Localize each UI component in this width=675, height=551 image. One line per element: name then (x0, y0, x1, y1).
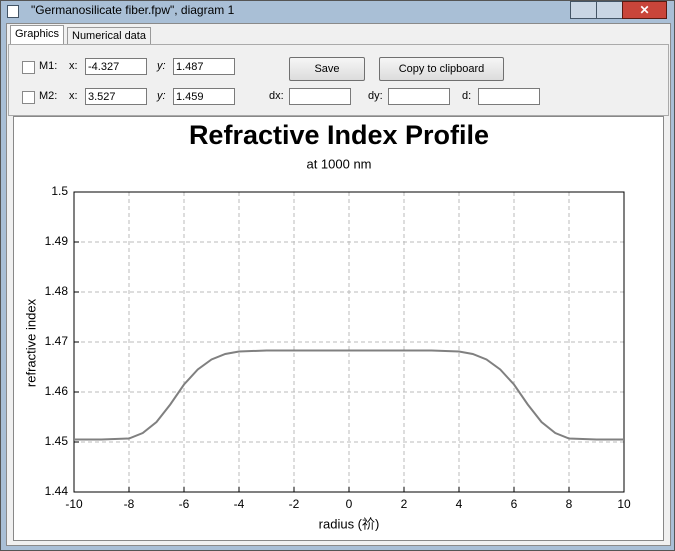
chart: Refractive Index Profile at 1000 nm radi… (13, 116, 664, 541)
data-line (74, 349, 624, 441)
client-area: Graphics Numerical data M1: x: -4.327 y:… (6, 23, 671, 546)
d-input[interactable] (478, 88, 540, 105)
chart-title: Refractive Index Profile (189, 120, 489, 150)
y-axis-label: refractive index (23, 298, 38, 387)
close-button[interactable]: ✕ (622, 1, 667, 19)
x-input[interactable]: 3.527 (85, 88, 147, 105)
dx-input[interactable] (289, 88, 351, 105)
x-tick-label: 10 (617, 497, 631, 511)
x-tick-label: 0 (346, 497, 353, 511)
x-tick-label: -10 (65, 497, 83, 511)
window-title: "Germanosilicate fiber.fpw", diagram 1 (31, 3, 235, 17)
y-input[interactable]: 1.459 (173, 88, 235, 105)
x-tick-label: -4 (234, 497, 245, 511)
d-label: d: (462, 90, 472, 102)
checkbox[interactable] (22, 61, 35, 74)
x-tick-label: 2 (401, 497, 408, 511)
y-tick-label: 1.49 (45, 234, 69, 248)
dy-label: dy: (368, 90, 383, 102)
x-tick-label: -8 (124, 497, 135, 511)
minimize-button[interactable] (570, 1, 597, 19)
x-label: x: (69, 90, 78, 102)
dy-input[interactable] (388, 88, 450, 105)
x-label: x: (69, 60, 78, 72)
y-tick-label: 1.45 (45, 434, 69, 448)
tab[interactable]: Graphics (10, 25, 65, 45)
tab[interactable]: Numerical data (67, 27, 151, 45)
x-tick-label: 4 (456, 497, 463, 511)
copy-button[interactable]: Copy to clipboard (379, 57, 504, 81)
y-tick-label: 1.5 (51, 184, 68, 198)
marker-label: M1: (39, 60, 58, 72)
app-icon (7, 5, 19, 18)
y-tick-label: 1.48 (45, 284, 69, 298)
plot-frame (73, 191, 625, 493)
save-button[interactable]: Save (289, 57, 365, 81)
x-tick-label: -6 (179, 497, 190, 511)
x-tick-label: 8 (566, 497, 573, 511)
x-tick-label: 6 (511, 497, 518, 511)
y-tick-label: 1.47 (45, 334, 69, 348)
maximize-button[interactable] (596, 1, 623, 19)
x-axis-label: radius (祄) (319, 516, 380, 531)
y-input[interactable]: 1.487 (173, 58, 235, 75)
y-label: y: (157, 60, 166, 72)
checkbox[interactable] (22, 91, 35, 104)
marker-label: M2: (39, 90, 58, 102)
y-tick-label: 1.46 (45, 384, 69, 398)
marker-panel (8, 44, 669, 116)
y-label: y: (157, 90, 166, 102)
x-input[interactable]: -4.327 (85, 58, 147, 75)
dx-label: dx: (269, 90, 284, 102)
y-tick-label: 1.44 (45, 484, 69, 498)
chart-subtitle: at 1000 nm (306, 156, 371, 171)
title-bar: "Germanosilicate fiber.fpw", diagram 1 ✕ (1, 1, 674, 21)
x-tick-label: -2 (289, 497, 300, 511)
